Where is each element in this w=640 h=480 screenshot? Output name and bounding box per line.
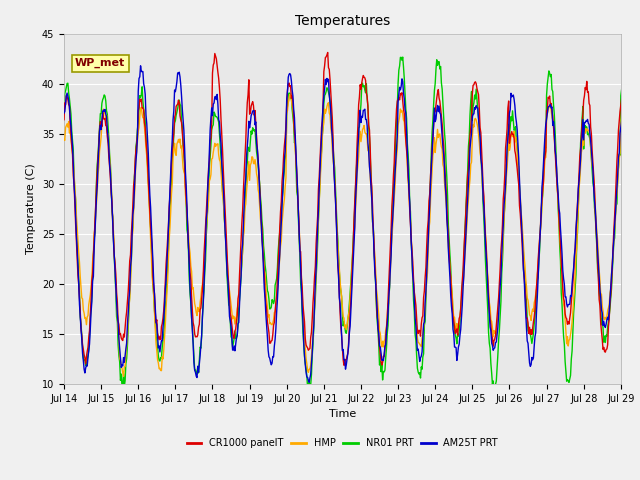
CR1000 panelT [614, 145, 621, 151]
AM25T PRT [546, 103, 554, 109]
AM25T PRT [618, 119, 625, 124]
X-axis label: Time: Time [329, 409, 356, 419]
HMP [303, 361, 310, 367]
NR01 PRT [618, 87, 625, 93]
AM25T PRT [205, 148, 213, 154]
CR1000 panelT [324, 49, 332, 55]
AM25T PRT [484, 285, 492, 291]
NR01 PRT [205, 184, 212, 190]
CR1000 panelT [205, 165, 212, 171]
AM25T PRT [182, 168, 189, 174]
NR01 PRT [546, 71, 554, 76]
HMP [614, 180, 621, 186]
HMP [182, 191, 189, 197]
Line: AM25T PRT: AM25T PRT [64, 66, 621, 382]
CR1000 panelT [180, 160, 188, 166]
CR1000 panelT [60, 117, 68, 122]
NR01 PRT [301, 361, 309, 367]
AM25T PRT [614, 172, 621, 178]
NR01 PRT [399, 54, 406, 60]
Line: NR01 PRT: NR01 PRT [64, 57, 621, 391]
HMP [286, 92, 294, 97]
Line: HMP: HMP [64, 95, 621, 376]
Line: CR1000 panelT: CR1000 panelT [64, 52, 621, 365]
NR01 PRT [483, 288, 491, 294]
HMP [618, 111, 625, 117]
CR1000 panelT [546, 93, 554, 99]
AM25T PRT [60, 110, 68, 116]
Legend: CR1000 panelT, HMP, NR01 PRT, AM25T PRT: CR1000 panelT, HMP, NR01 PRT, AM25T PRT [183, 434, 502, 452]
Title: Temperatures: Temperatures [295, 14, 390, 28]
HMP [120, 373, 127, 379]
Y-axis label: Temperature (C): Temperature (C) [26, 163, 36, 254]
AM25T PRT [137, 63, 145, 69]
CR1000 panelT [301, 336, 309, 342]
HMP [546, 104, 554, 110]
HMP [60, 136, 68, 142]
AM25T PRT [305, 379, 313, 385]
NR01 PRT [60, 103, 68, 108]
NR01 PRT [614, 172, 621, 178]
NR01 PRT [490, 388, 498, 394]
CR1000 panelT [484, 278, 492, 284]
CR1000 panelT [618, 96, 625, 102]
NR01 PRT [180, 167, 188, 172]
Text: WP_met: WP_met [75, 58, 125, 68]
HMP [484, 273, 492, 279]
HMP [205, 178, 213, 184]
CR1000 panelT [340, 362, 348, 368]
AM25T PRT [302, 369, 310, 375]
